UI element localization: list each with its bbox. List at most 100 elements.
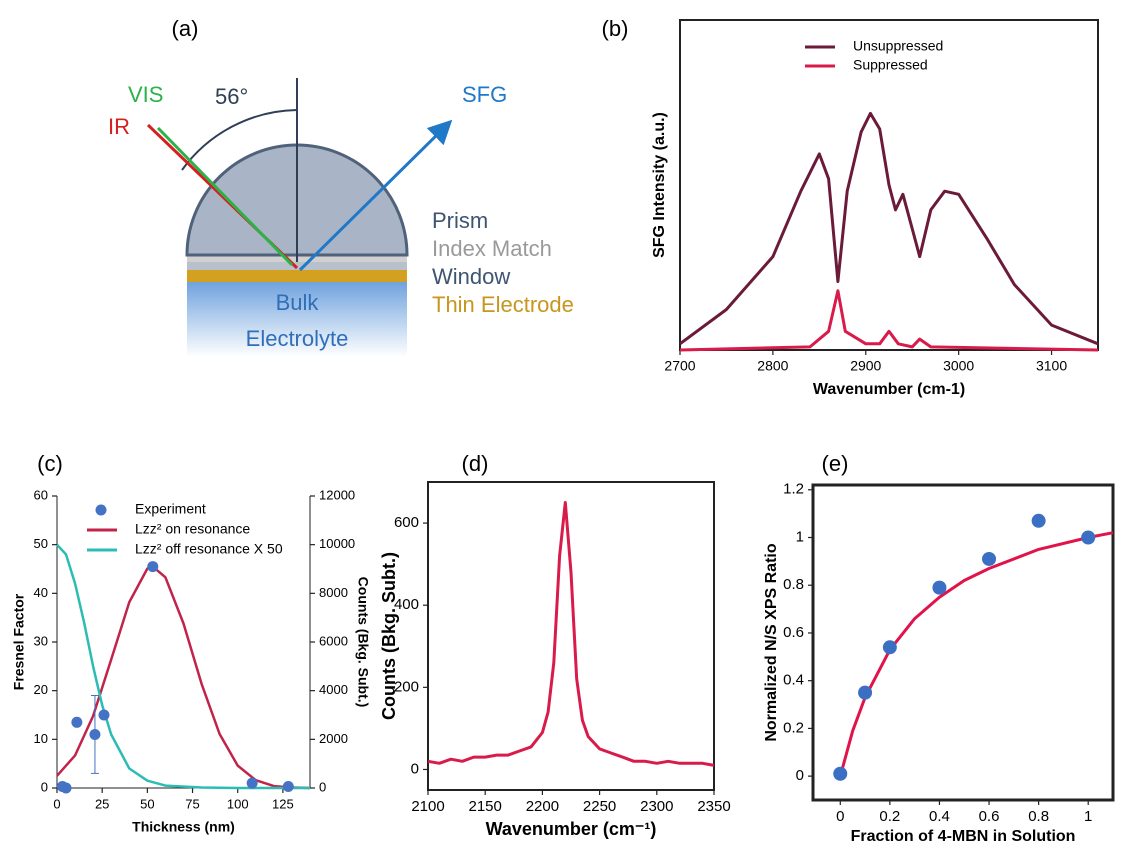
sfg-beam <box>298 119 453 272</box>
data-line <box>56 565 311 790</box>
x-tick-label: 2350 <box>697 798 730 815</box>
y-tick-label: 200 <box>394 678 419 695</box>
y-tick-label: 30 <box>34 633 48 648</box>
panel-label: (a) <box>172 16 199 41</box>
data-point <box>71 716 83 728</box>
y-tick-label: 0 <box>41 779 48 794</box>
y-tick-label: 60 <box>34 487 48 502</box>
x-tick-label: 3100 <box>1036 358 1067 374</box>
y-tick-label: 400 <box>394 596 419 613</box>
bulk-label: Electrolyte <box>246 326 349 351</box>
y-tick-label: 0.2 <box>783 719 804 736</box>
data-line <box>679 111 1099 346</box>
legend-label: Experiment <box>135 501 206 517</box>
data-point <box>1081 530 1096 545</box>
y2-tick-label: 0 <box>319 779 326 794</box>
x-tick-label: 2200 <box>526 798 559 815</box>
y-tick-label: 20 <box>34 682 48 697</box>
y2-tick-label: 4000 <box>319 682 348 697</box>
sfg-label: SFG <box>462 82 507 107</box>
data-point <box>246 777 258 789</box>
bulk-region <box>187 282 407 357</box>
data-line <box>427 501 715 767</box>
angle-arc <box>181 109 298 171</box>
y-axis-label: Counts (Bkg. Subt.) <box>379 552 399 720</box>
data-point <box>882 640 897 655</box>
data-line <box>838 531 1114 777</box>
y-tick-label: 0 <box>411 760 419 777</box>
plot-frame <box>427 481 715 791</box>
y-axis-label: Normalized N/S XPS Ratio <box>763 543 780 741</box>
y-tick-label: 1 <box>796 528 804 545</box>
data-line <box>56 543 310 790</box>
layer-label: Thin Electrode <box>432 292 574 317</box>
y2-tick-label: 10000 <box>319 536 355 551</box>
x-tick-label: 100 <box>227 796 249 811</box>
panel-label: (c) <box>37 451 63 476</box>
legend-label: Unsuppressed <box>853 38 943 54</box>
vis-label: VIS <box>128 82 163 107</box>
y2-tick-label: 12000 <box>319 487 355 502</box>
legend-label: Lzz² off resonance X 50 <box>135 541 283 557</box>
x-tick-label: 25 <box>95 796 109 811</box>
y-tick-label: 0 <box>796 767 804 784</box>
data-point <box>98 709 110 721</box>
layer-label: Window <box>432 264 510 289</box>
y-tick-label: 10 <box>34 731 48 746</box>
x-tick-label: 0.8 <box>1028 808 1049 825</box>
data-point <box>147 561 159 573</box>
data-point <box>60 782 72 794</box>
y-tick-label: 0.6 <box>783 624 804 641</box>
data-point <box>932 580 947 595</box>
y-tick-label: 40 <box>34 585 48 600</box>
x-tick-label: 2300 <box>640 798 673 815</box>
plot-frame <box>811 483 1115 802</box>
y-tick-label: 600 <box>394 514 419 531</box>
data-point <box>282 781 294 793</box>
data-point <box>858 685 873 700</box>
plot-frame <box>679 19 1099 351</box>
x-tick-label: 0 <box>836 808 844 825</box>
x-tick-label: 2100 <box>411 798 444 815</box>
panel-label: (b) <box>602 16 629 41</box>
x-tick-label: 0 <box>53 796 60 811</box>
y-tick-label: 1.2 <box>783 481 804 498</box>
layer-label: Index Match <box>432 236 552 261</box>
x-tick-label: 125 <box>272 796 294 811</box>
x-tick-label: 0.4 <box>929 808 950 825</box>
y-axis-label: SFG Intensity (a.u.) <box>651 112 668 258</box>
legend-marker <box>95 504 107 516</box>
x-axis-label: Fraction of 4-MBN in Solution <box>851 828 1076 845</box>
panel-label: (d) <box>462 451 489 476</box>
ir-label: IR <box>108 114 130 139</box>
data-point <box>89 728 101 740</box>
x-tick-label: 75 <box>185 796 199 811</box>
x-tick-label: 2800 <box>757 358 788 374</box>
x-tick-label: 2900 <box>850 358 881 374</box>
y-tick-label: 0.8 <box>783 576 804 593</box>
x-tick-label: 1 <box>1084 808 1092 825</box>
diagram-a: (a) VIS IR 56° SFG Prism Index Match Win… <box>108 16 574 357</box>
electrode-layer <box>187 270 407 282</box>
x-tick-label: 0.2 <box>879 808 900 825</box>
y-tick-label: 50 <box>34 536 48 551</box>
y2-tick-label: 8000 <box>319 585 348 600</box>
x-tick-label: 2250 <box>583 798 616 815</box>
x-tick-label: 3000 <box>943 358 974 374</box>
panel-label: (e) <box>822 451 849 476</box>
x-axis-label: Wavenumber (cm⁻¹) <box>486 819 657 839</box>
vis-beam <box>156 126 294 267</box>
y-tick-label: 0.4 <box>783 672 804 689</box>
x-axis-label: Thickness (nm) <box>132 819 235 835</box>
data-point <box>1031 513 1046 528</box>
x-tick-label: 0.6 <box>979 808 1000 825</box>
angle-label: 56° <box>215 84 248 109</box>
x-tick-label: 2150 <box>469 798 502 815</box>
y2-tick-label: 2000 <box>319 731 348 746</box>
bulk-label: Bulk <box>276 290 320 315</box>
y2-axis-label: Counts (Bkg. Subt.) <box>355 577 371 708</box>
legend-label: Lzz² on resonance <box>135 521 250 537</box>
data-line <box>679 289 1099 352</box>
data-point <box>982 551 997 566</box>
